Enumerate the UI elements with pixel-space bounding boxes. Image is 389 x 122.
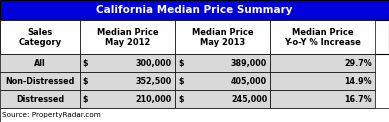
FancyBboxPatch shape bbox=[80, 54, 175, 72]
FancyBboxPatch shape bbox=[270, 20, 375, 54]
Text: Median Price
Y-o-Y % Increase: Median Price Y-o-Y % Increase bbox=[284, 28, 361, 47]
Text: $: $ bbox=[178, 95, 184, 104]
Text: $: $ bbox=[178, 59, 184, 68]
Text: Non-Distressed: Non-Distressed bbox=[5, 77, 75, 86]
Text: Distressed: Distressed bbox=[16, 95, 64, 104]
Text: $: $ bbox=[178, 77, 184, 86]
Text: 405,000: 405,000 bbox=[231, 77, 267, 86]
FancyBboxPatch shape bbox=[270, 90, 375, 108]
FancyBboxPatch shape bbox=[80, 90, 175, 108]
Text: $: $ bbox=[83, 59, 88, 68]
FancyBboxPatch shape bbox=[0, 20, 80, 54]
FancyBboxPatch shape bbox=[0, 108, 389, 122]
FancyBboxPatch shape bbox=[270, 54, 375, 72]
FancyBboxPatch shape bbox=[80, 20, 175, 54]
Text: 352,500: 352,500 bbox=[136, 77, 172, 86]
Text: California Median Price Summary: California Median Price Summary bbox=[96, 5, 293, 15]
Text: All: All bbox=[34, 59, 46, 68]
Text: Median Price
May 2012: Median Price May 2012 bbox=[96, 28, 158, 47]
FancyBboxPatch shape bbox=[175, 72, 270, 90]
FancyBboxPatch shape bbox=[0, 0, 389, 20]
Text: 29.7%: 29.7% bbox=[345, 59, 372, 68]
Text: $: $ bbox=[83, 77, 88, 86]
Text: $: $ bbox=[83, 95, 88, 104]
FancyBboxPatch shape bbox=[175, 20, 270, 54]
Text: 389,000: 389,000 bbox=[231, 59, 267, 68]
Text: 14.9%: 14.9% bbox=[345, 77, 372, 86]
FancyBboxPatch shape bbox=[0, 54, 80, 72]
Text: Sales
Category: Sales Category bbox=[18, 28, 61, 47]
FancyBboxPatch shape bbox=[0, 90, 80, 108]
Text: 210,000: 210,000 bbox=[136, 95, 172, 104]
FancyBboxPatch shape bbox=[80, 72, 175, 90]
Text: 16.7%: 16.7% bbox=[345, 95, 372, 104]
Text: 245,000: 245,000 bbox=[231, 95, 267, 104]
FancyBboxPatch shape bbox=[0, 20, 389, 54]
FancyBboxPatch shape bbox=[175, 54, 270, 72]
FancyBboxPatch shape bbox=[175, 90, 270, 108]
FancyBboxPatch shape bbox=[0, 72, 80, 90]
FancyBboxPatch shape bbox=[270, 72, 375, 90]
Text: 300,000: 300,000 bbox=[136, 59, 172, 68]
Text: Median Price
May 2013: Median Price May 2013 bbox=[192, 28, 254, 47]
Text: Source: PropertyRadar.com: Source: PropertyRadar.com bbox=[2, 112, 101, 118]
